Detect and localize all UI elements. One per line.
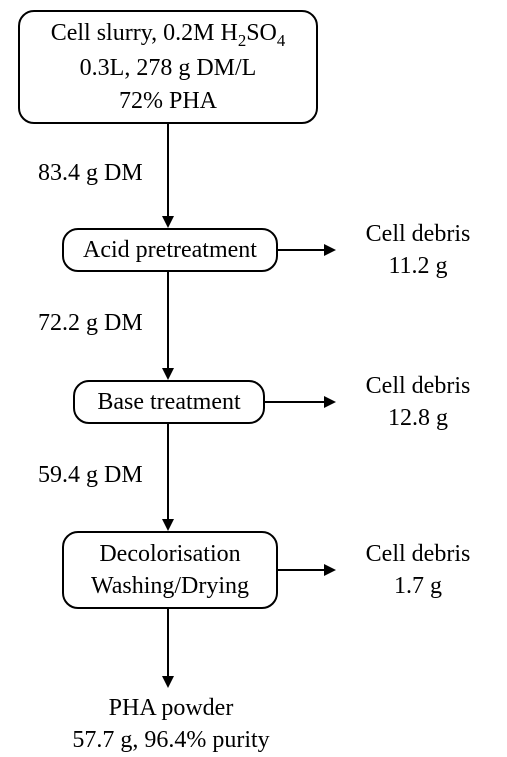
final-output-line1: PHA powder [56,692,286,724]
arrow-decol-to-output [0,0,507,752]
final-output: PHA powder 57.7 g, 96.4% purity [56,692,286,757]
